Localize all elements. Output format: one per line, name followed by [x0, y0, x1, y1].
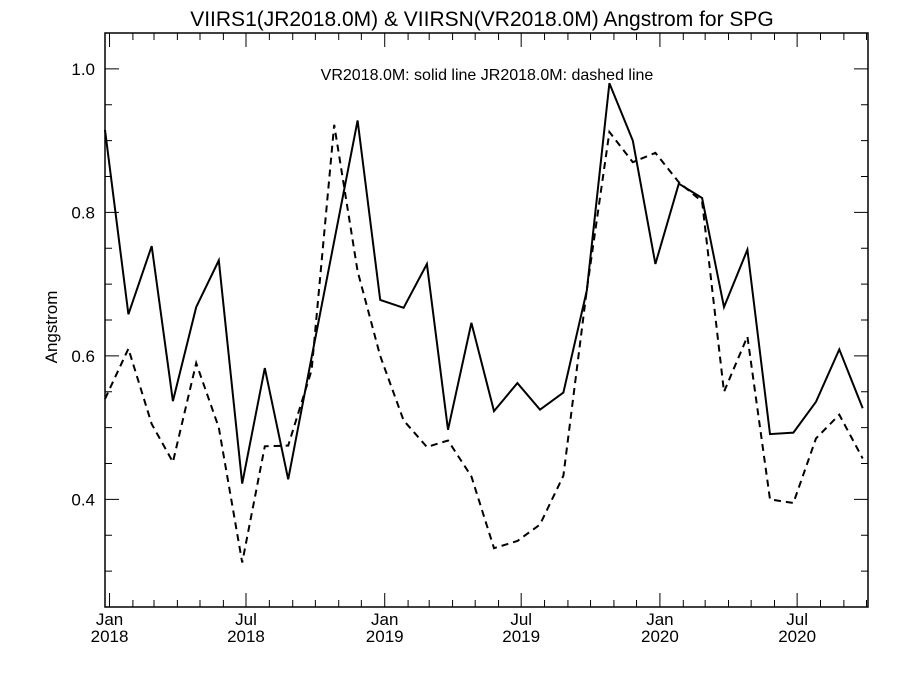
y-axis-label: Angstrom	[42, 291, 61, 364]
axis-tick-labels: 0.40.60.81.0Jan2018Jul2018Jan2019Jul2019…	[71, 60, 816, 646]
x-tick-label-year: 2018	[227, 627, 265, 646]
series-line-jr2018-0m	[104, 124, 864, 563]
y-tick-label: 0.4	[71, 490, 95, 509]
x-tick-label-month: Jul	[235, 610, 257, 629]
series-line-vr2018-0m	[104, 82, 864, 484]
x-tick-label-month: Jan	[371, 610, 398, 629]
x-tick-label-year: 2019	[366, 627, 404, 646]
y-tick-label: 0.6	[71, 347, 95, 366]
x-tick-label-month: Jan	[646, 610, 673, 629]
chart-title: VIIRS1(JR2018.0M) & VIIRSN(VR2018.0M) An…	[190, 8, 774, 31]
x-tick-label-year: 2018	[91, 627, 129, 646]
axis-ticks	[105, 33, 868, 607]
plot-frame	[104, 32, 869, 608]
series-lines	[104, 82, 864, 563]
y-tick-label: 0.8	[71, 203, 95, 222]
legend-note: VR2018.0M: solid line JR2018.0M: dashed …	[321, 67, 654, 84]
x-tick-label-year: 2019	[502, 627, 540, 646]
x-tick-label-month: Jul	[510, 610, 532, 629]
x-tick-label-year: 2020	[641, 627, 679, 646]
x-tick-label-month: Jul	[786, 610, 808, 629]
y-tick-label: 1.0	[71, 60, 95, 79]
x-tick-label-month: Jan	[96, 610, 123, 629]
x-tick-label-year: 2020	[778, 627, 816, 646]
